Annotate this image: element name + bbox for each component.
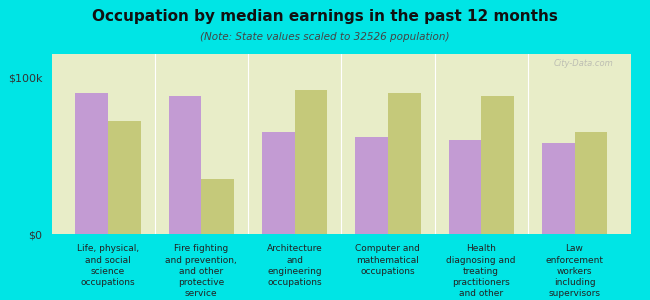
Bar — [448, 140, 481, 234]
Bar — [481, 96, 514, 234]
Bar — [356, 137, 388, 234]
Text: City-Data.com: City-Data.com — [553, 59, 613, 68]
Bar — [108, 121, 140, 234]
Bar — [168, 96, 202, 234]
Text: (Note: State values scaled to 32526 population): (Note: State values scaled to 32526 popu… — [200, 32, 450, 41]
Bar — [294, 90, 327, 234]
Bar — [575, 132, 607, 234]
Bar — [388, 93, 421, 234]
Bar — [542, 143, 575, 234]
Bar — [262, 132, 294, 234]
Bar — [75, 93, 108, 234]
Text: Occupation by median earnings in the past 12 months: Occupation by median earnings in the pas… — [92, 9, 558, 24]
Bar — [202, 179, 234, 234]
